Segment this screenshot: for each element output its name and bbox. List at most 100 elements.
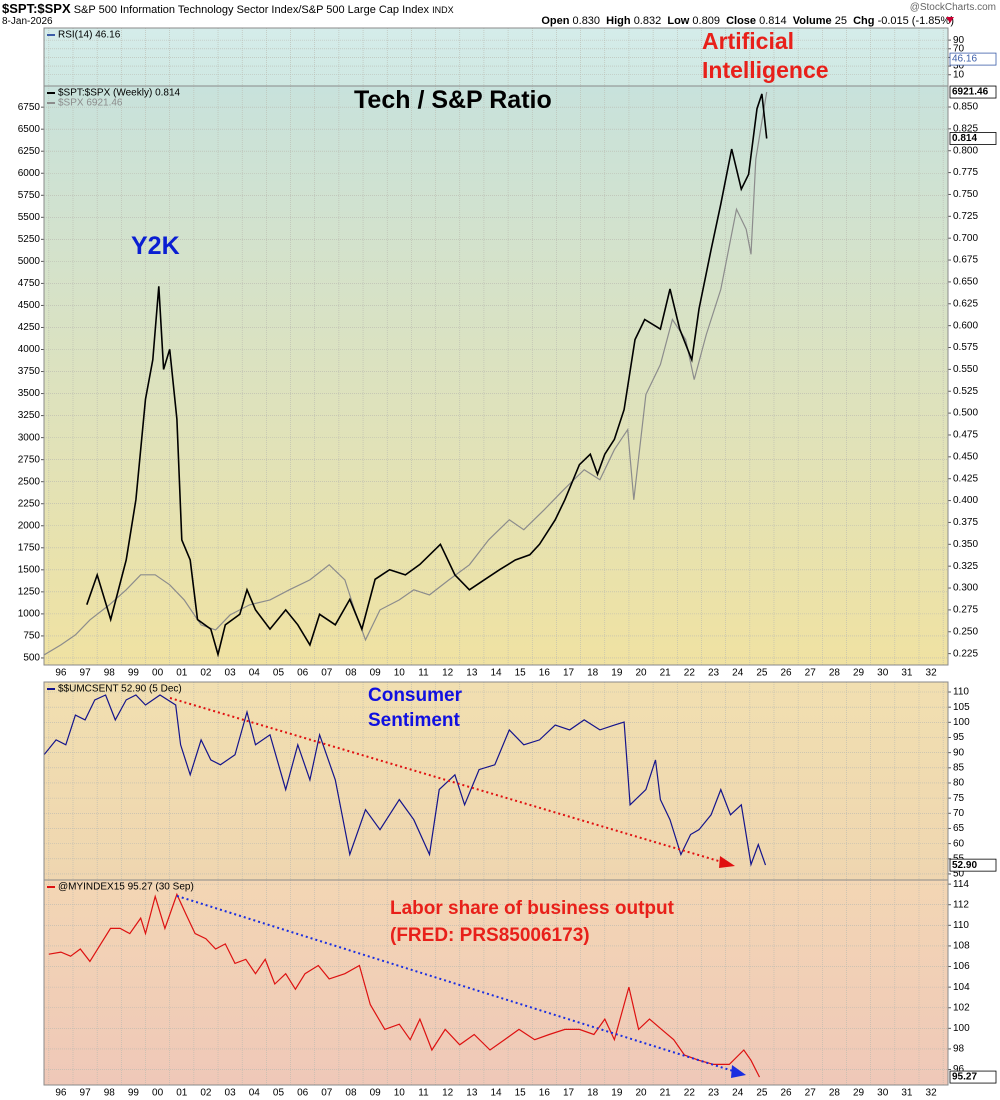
x-tick-label: 18 [587, 1088, 599, 1099]
y2-tick-label: 0.575 [953, 342, 978, 353]
x-tick-label: 06 [297, 1088, 309, 1099]
series-line [48, 892, 761, 1078]
symbol: $SPT:$SPX [2, 1, 71, 16]
y-tick-label: 1500 [18, 564, 41, 575]
trend-arrows [169, 697, 746, 1078]
panel: 96 97 98 99 00 01 02 03 04 05 06 07 08 09 10 11 12 13 14 15… [43, 879, 997, 1099]
x-tick-label: 98 [104, 1088, 116, 1099]
quote-value: -0.015 (-1.85%) [877, 15, 954, 27]
y-tick-label: 2750 [18, 454, 41, 465]
y-tick-label: 114 [953, 879, 969, 890]
last-value-box [949, 52, 997, 66]
y-tick-label: 60 [953, 838, 965, 849]
y2-tick-label: 0.300 [953, 583, 978, 594]
y2-tick-label: 0.525 [953, 386, 978, 397]
annotation: Artificial Intelligence [702, 28, 829, 83]
y2-tick-label: 0.350 [953, 539, 978, 550]
x-tick-label: 16 [539, 1088, 551, 1099]
x-tick-label: 21 [660, 668, 672, 679]
y-tick-label: 10 [953, 69, 965, 80]
x-tick-label: 17 [563, 1088, 575, 1099]
y2-tick-label: 0.800 [953, 145, 978, 156]
arrow-head [731, 1065, 746, 1078]
y-tick-label: 6500 [18, 124, 41, 135]
y2-tick-label: 0.675 [953, 255, 978, 266]
annotation: Consumer Sentiment [368, 685, 462, 731]
y-tick-label: 5000 [18, 256, 41, 267]
series-line [44, 694, 767, 867]
legend-label: $$UMCSENT 52.90 (5 Dec) [58, 684, 182, 695]
last-value-box [949, 85, 997, 99]
y-tick-label: 3000 [18, 432, 41, 443]
x-tick-label: 03 [225, 668, 237, 679]
x-tick-label: 07 [321, 1088, 333, 1099]
x-tick-label: 22 [684, 668, 696, 679]
quote-value: 0.832 [633, 15, 662, 27]
y2-tick-label: 0.700 [953, 233, 978, 244]
y-tick-label: 50 [953, 869, 965, 880]
x-tick-label: 26 [780, 668, 792, 679]
y-tick-label: 6000 [18, 168, 41, 179]
x-tick-label: 97 [80, 668, 92, 679]
y-tick-label: 95 [953, 732, 965, 743]
y2-tick-label: 0.650 [953, 277, 978, 288]
y-tick-label: 90 [953, 35, 965, 46]
layers: 1030507090RSI(14) 46.1646.16969798990001… [18, 27, 997, 1099]
x-tick-label: 29 [853, 1088, 865, 1099]
y2-tick-label: 0.850 [953, 102, 978, 113]
x-tick-label: 28 [829, 668, 841, 679]
x-tick-label: 25 [756, 1088, 768, 1099]
y2-tick-label: 0.825 [953, 123, 978, 134]
x-tick-label: 18 [587, 668, 599, 679]
y-tick-label: 3750 [18, 366, 41, 377]
panel-background [44, 880, 948, 1085]
watermark: @StockCharts.com [909, 2, 996, 13]
y-tick-label: 100 [953, 717, 970, 728]
x-tick-label: 21 [660, 1088, 672, 1099]
x-tick-label: 05 [273, 1088, 285, 1099]
series-line [86, 93, 768, 658]
y2-tick-label: 0.375 [953, 517, 978, 528]
x-tick-label: 99 [128, 668, 140, 679]
legend-label: $SPT:$SPX (Weekly) 0.814 [58, 88, 181, 99]
x-tick-label: 13 [466, 668, 478, 679]
x-tick-label: 02 [200, 1088, 212, 1099]
x-tick-label: 02 [200, 668, 212, 679]
y2-tick-label: 0.275 [953, 605, 978, 616]
x-tick-label: 19 [611, 668, 623, 679]
x-tick-label: 96 [55, 1088, 67, 1099]
y-tick-label: 4750 [18, 278, 41, 289]
x-tick-label: 09 [370, 1088, 382, 1099]
y-tick-label: 80 [953, 778, 965, 789]
legend-label: @MYINDEX15 95.27 (30 Sep) [58, 882, 194, 893]
x-tick-label: 00 [152, 1088, 164, 1099]
x-tick-label: 08 [345, 668, 357, 679]
y-tick-label: 500 [23, 653, 40, 664]
y-tick-label: 102 [953, 1002, 970, 1013]
series-line [44, 91, 768, 656]
x-tick-label: 99 [128, 1088, 140, 1099]
x-tick-label: 20 [635, 668, 647, 679]
y2-tick-label: 0.725 [953, 211, 978, 222]
y2-tick-label: 0.750 [953, 189, 978, 200]
x-tick-label: 26 [780, 1088, 792, 1099]
y2-tick-label: 0.600 [953, 320, 978, 331]
x-tick-label: 03 [225, 1088, 237, 1099]
y-tick-label: 70 [953, 43, 965, 54]
last-value-box [949, 858, 997, 872]
x-tick-label: 04 [249, 668, 261, 679]
y2-tick-label: 0.500 [953, 408, 978, 419]
y-tick-label: 2250 [18, 498, 41, 509]
y-tick-label: 90 [953, 747, 965, 758]
panel-border [43, 879, 949, 1086]
x-tick-label: 01 [176, 1088, 188, 1099]
last-value-box [949, 1070, 997, 1084]
y-tick-label: 104 [953, 982, 970, 993]
y-tick-label: 30 [953, 61, 965, 72]
y-tick-label: 5750 [18, 190, 41, 201]
x-tick-label: 13 [466, 1088, 478, 1099]
quote-value: 0.830 [572, 15, 601, 27]
x-tick-label: 31 [901, 1088, 913, 1099]
header-line: $SPT:$SPX S&P 500 Information Technology… [2, 1, 454, 16]
